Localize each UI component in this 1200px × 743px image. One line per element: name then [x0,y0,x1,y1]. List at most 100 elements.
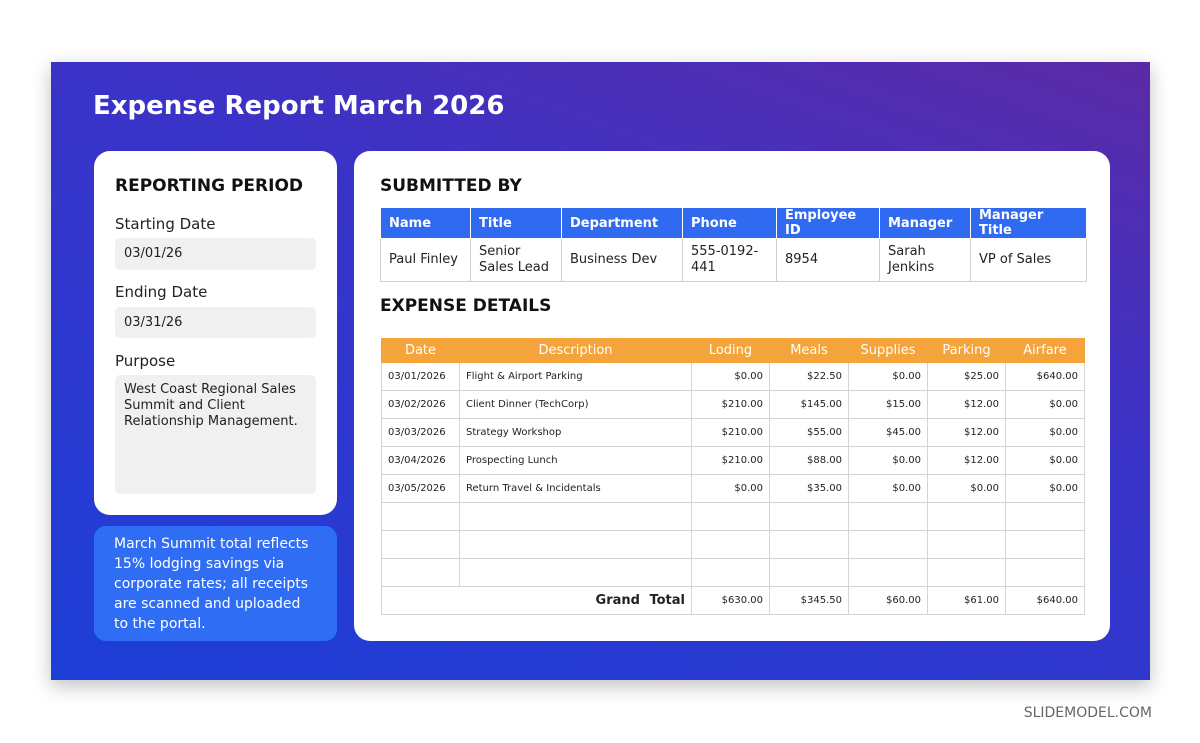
cell [848,558,928,587]
cell: Return Travel & Incidentals [459,474,692,503]
column-header: Department [561,207,683,239]
row: Paul Finley Senior Sales Lead Business Dev… [380,238,1087,282]
cell: Flight & Airport Parking [459,362,692,391]
cell [691,530,770,559]
field: West Coast Regional Sales Summit and Cli… [115,375,316,494]
cell [848,530,928,559]
cell: $22.50 [769,362,849,391]
cell [459,530,692,559]
cell: $0.00 [848,446,928,475]
column-header: Supplies [848,338,928,363]
cell [691,502,770,531]
cell: Prospecting Lunch [459,446,692,475]
cell: $0.00 [848,362,928,391]
row: 03/02/2026 Client Dinner (TechCorp) $210.0… [381,390,1085,419]
cell: $0.00 [848,474,928,503]
cell: $0.00 [691,362,770,391]
cell: $12.00 [927,446,1006,475]
label: Ending Date [115,283,208,301]
cell: $145.00 [769,390,849,419]
cell: $55.00 [769,418,849,447]
cell: $210.00 [691,446,770,475]
column-header: Airfare [1005,338,1085,363]
cell: 8954 [776,238,880,282]
cell: 03/04/2026 [381,446,460,475]
cell: Senior Sales Lead [470,238,562,282]
label: Purpose [115,352,176,370]
cell [769,558,849,587]
cell: $0.00 [1005,474,1085,503]
cell: $12.00 [927,390,1006,419]
cell [769,502,849,531]
cell: 555-0192-441 [682,238,777,282]
total-label: Grand Total [381,586,692,615]
cell: 03/01/2026 [381,362,460,391]
cell [381,502,460,531]
cell: $88.00 [769,446,849,475]
heading: REPORTING PERIOD [115,176,304,196]
cell [1005,502,1085,531]
reporting-card: REPORTING PERIOD Starting Date 03/01/26 … [94,151,337,515]
column-header: Parking [927,338,1006,363]
cell [381,530,460,559]
heading: SUBMITTED BY [380,176,522,196]
cell [1005,558,1085,587]
cell [381,558,460,587]
column-header: Title [470,207,562,239]
cell: 03/05/2026 [381,474,460,503]
cell: $210.00 [691,418,770,447]
total-row: Grand Total $630.00 $345.50 $60.00 $61.00 $64… [381,586,1085,615]
field: 03/31/26 [115,307,316,338]
column-header: Manager Title [970,207,1087,239]
cell: $25.00 [927,362,1006,391]
cell: $0.00 [927,474,1006,503]
column-header: Meals [769,338,849,363]
header-row: Name Title Department Phone Employee ID Manag… [380,207,1087,239]
submitted-table: Name Title Department Phone Employee ID Manag… [380,207,1087,282]
empty-row [381,558,1085,587]
empty-row [381,530,1085,559]
cell: $210.00 [691,390,770,419]
cell: 03/03/2026 [381,418,460,447]
cell: $0.00 [1005,446,1085,475]
column-header: Loding [691,338,770,363]
cell: Sarah Jenkins [879,238,971,282]
row: 03/04/2026 Prospecting Lunch $210.00 $88.00… [381,446,1085,475]
heading: EXPENSE DETAILS [380,296,552,316]
total: $345.50 [769,586,849,615]
note: March Summit total reflects 15% lodging … [94,526,337,641]
row: 03/05/2026 Return Travel & Incidentals $0.… [381,474,1085,503]
cell: $15.00 [848,390,928,419]
footer: SLIDEMODEL.COM [1023,705,1152,721]
cell: $0.00 [691,474,770,503]
details-card: SUBMITTED BY Name Title Department Phone Emp… [354,151,1110,641]
cell [691,558,770,587]
header-row: Date Description Loding Meals Supplies Parkin… [381,338,1085,363]
cell: Business Dev [561,238,683,282]
cell: $12.00 [927,418,1006,447]
total: $630.00 [691,586,770,615]
cell [927,558,1006,587]
cell: $45.00 [848,418,928,447]
cell: $640.00 [1005,362,1085,391]
cell [927,502,1006,531]
cell: 03/02/2026 [381,390,460,419]
total: $640.00 [1005,586,1085,615]
total: $61.00 [927,586,1006,615]
cell: $0.00 [1005,418,1085,447]
label: Starting Date [115,215,216,233]
cell: VP of Sales [970,238,1087,282]
cell: $35.00 [769,474,849,503]
cell [459,558,692,587]
total: $60.00 [848,586,928,615]
cell [769,530,849,559]
column-header: Employee ID [776,207,880,239]
cell [1005,530,1085,559]
expense-table: Date Description Loding Meals Supplies Parkin… [381,338,1085,615]
row: 03/03/2026 Strategy Workshop $210.00 $55.00… [381,418,1085,447]
cell [848,502,928,531]
column-header: Phone [682,207,777,239]
field: 03/01/26 [115,238,316,270]
empty-row [381,502,1085,531]
